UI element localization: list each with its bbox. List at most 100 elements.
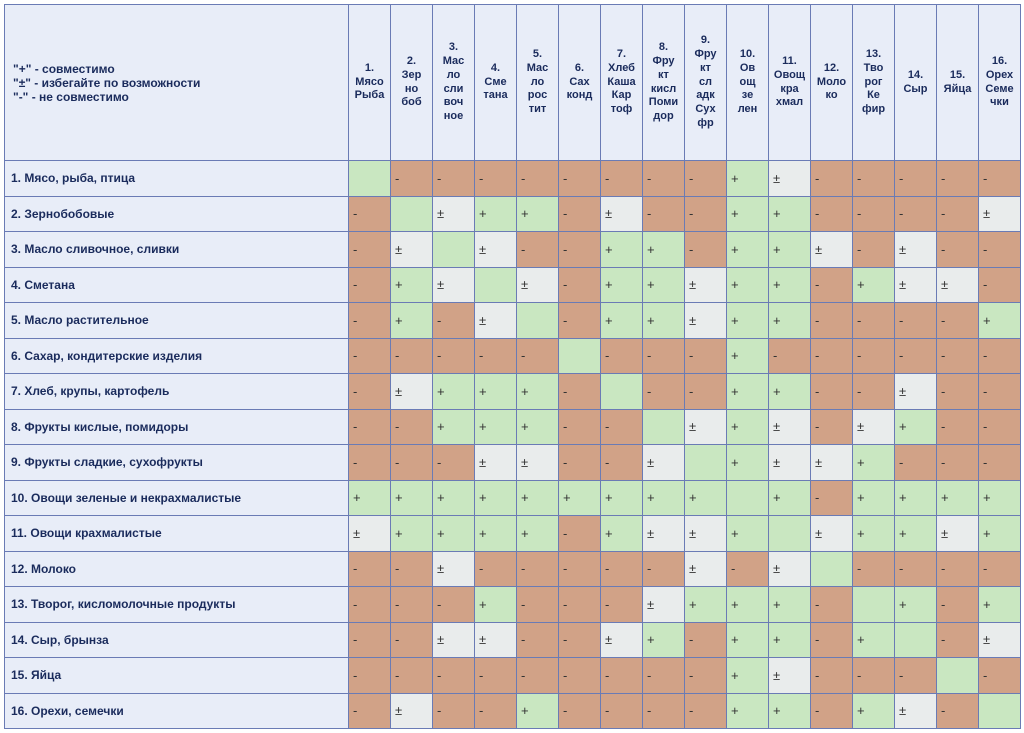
cell-11-15: ±: [937, 516, 979, 552]
cell-15-7: -: [601, 658, 643, 694]
cell-6-4: -: [475, 338, 517, 374]
cell-4-16: -: [979, 267, 1021, 303]
cell-6-16: -: [979, 338, 1021, 374]
cell-8-16: -: [979, 409, 1021, 445]
cell-8-14: +: [895, 409, 937, 445]
table-row: 16. Орехи, семечки-±--+----++-+±-: [5, 693, 1021, 729]
table-row: 15. Яйца---------+±----: [5, 658, 1021, 694]
cell-5-2: +: [391, 303, 433, 339]
cell-12-11: ±: [769, 551, 811, 587]
col-head-4: 4.Сметана: [475, 5, 517, 161]
table-row: 1. Мясо, рыба, птица--------+±-----: [5, 161, 1021, 197]
cell-8-9: ±: [685, 409, 727, 445]
cell-11-12: ±: [811, 516, 853, 552]
cell-15-15: [937, 658, 979, 694]
cell-1-2: -: [391, 161, 433, 197]
cell-5-9: ±: [685, 303, 727, 339]
cell-1-6: -: [559, 161, 601, 197]
cell-13-14: +: [895, 587, 937, 623]
cell-4-2: +: [391, 267, 433, 303]
cell-16-12: -: [811, 693, 853, 729]
col-head-label: 6.Сахконд: [561, 62, 598, 103]
cell-3-13: -: [853, 232, 895, 268]
cell-9-3: -: [433, 445, 475, 481]
cell-7-16: -: [979, 374, 1021, 410]
cell-13-10: +: [727, 587, 769, 623]
cell-1-9: -: [685, 161, 727, 197]
cell-12-7: -: [601, 551, 643, 587]
cell-2-15: -: [937, 196, 979, 232]
cell-6-5: -: [517, 338, 559, 374]
cell-12-6: -: [559, 551, 601, 587]
cell-16-1: -: [349, 693, 391, 729]
row-label-6: 6. Сахар, кондитерские изделия: [5, 338, 349, 374]
cell-4-9: ±: [685, 267, 727, 303]
cell-13-8: ±: [643, 587, 685, 623]
cell-14-11: +: [769, 622, 811, 658]
cell-15-2: -: [391, 658, 433, 694]
legend-cell: "+" - совместимо "±" - избегайте по возм…: [5, 5, 349, 161]
cell-14-7: ±: [601, 622, 643, 658]
cell-5-1: -: [349, 303, 391, 339]
cell-8-8: [643, 409, 685, 445]
cell-11-11: [769, 516, 811, 552]
cell-14-8: +: [643, 622, 685, 658]
cell-2-16: ±: [979, 196, 1021, 232]
cell-6-6: [559, 338, 601, 374]
cell-15-10: +: [727, 658, 769, 694]
cell-5-10: +: [727, 303, 769, 339]
col-head-1: 1.МясоРыба: [349, 5, 391, 161]
col-head-label: 14.Сыр: [897, 69, 934, 97]
cell-5-15: -: [937, 303, 979, 339]
cell-7-5: +: [517, 374, 559, 410]
cell-14-4: ±: [475, 622, 517, 658]
cell-10-2: +: [391, 480, 433, 516]
cell-7-13: -: [853, 374, 895, 410]
row-label-11: 11. Овощи крахмалистые: [5, 516, 349, 552]
col-head-label: 15.Яйца: [939, 69, 976, 97]
cell-6-11: -: [769, 338, 811, 374]
cell-10-7: +: [601, 480, 643, 516]
table-row: 7. Хлеб, крупы, картофель-±+++---++--±--: [5, 374, 1021, 410]
cell-3-1: -: [349, 232, 391, 268]
col-head-11: 11.Овощкрахмал: [769, 5, 811, 161]
cell-10-13: +: [853, 480, 895, 516]
cell-16-8: -: [643, 693, 685, 729]
cell-9-7: -: [601, 445, 643, 481]
cell-2-5: +: [517, 196, 559, 232]
cell-8-5: +: [517, 409, 559, 445]
cell-11-2: +: [391, 516, 433, 552]
row-label-14: 14. Сыр, брынза: [5, 622, 349, 658]
cell-10-9: +: [685, 480, 727, 516]
col-head-label: 3.Маслосливочное: [435, 41, 472, 124]
cell-5-3: -: [433, 303, 475, 339]
table-row: 14. Сыр, брынза--±±--±+-++-+-±: [5, 622, 1021, 658]
cell-9-8: ±: [643, 445, 685, 481]
cell-9-16: -: [979, 445, 1021, 481]
cell-15-11: ±: [769, 658, 811, 694]
cell-5-14: -: [895, 303, 937, 339]
row-label-13: 13. Творог, кисломолочные продукты: [5, 587, 349, 623]
cell-15-6: -: [559, 658, 601, 694]
cell-9-14: -: [895, 445, 937, 481]
cell-15-5: -: [517, 658, 559, 694]
cell-9-9: [685, 445, 727, 481]
cell-9-10: +: [727, 445, 769, 481]
cell-13-13: [853, 587, 895, 623]
cell-10-15: +: [937, 480, 979, 516]
cell-12-9: ±: [685, 551, 727, 587]
cell-1-3: -: [433, 161, 475, 197]
cell-3-12: ±: [811, 232, 853, 268]
cell-2-14: -: [895, 196, 937, 232]
cell-11-6: -: [559, 516, 601, 552]
cell-8-1: -: [349, 409, 391, 445]
cell-4-14: ±: [895, 267, 937, 303]
cell-7-1: -: [349, 374, 391, 410]
cell-3-4: ±: [475, 232, 517, 268]
col-head-label: 4.Сметана: [477, 62, 514, 103]
cell-2-4: +: [475, 196, 517, 232]
cell-10-11: +: [769, 480, 811, 516]
cell-4-6: -: [559, 267, 601, 303]
row-label-8: 8. Фрукты кислые, помидоры: [5, 409, 349, 445]
cell-5-4: ±: [475, 303, 517, 339]
